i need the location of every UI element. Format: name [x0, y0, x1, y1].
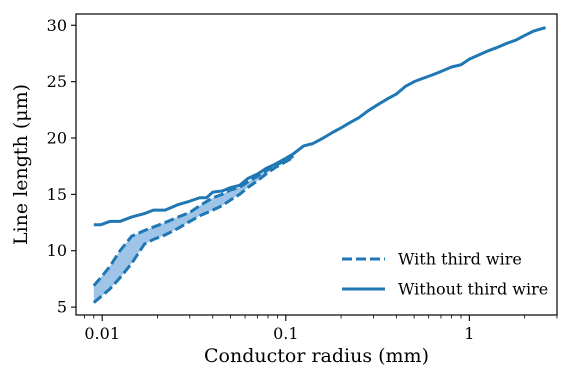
y-axis-label: Line length (μm) [10, 84, 32, 245]
y-tick-label: 25 [47, 72, 67, 91]
y-tick-label: 5 [57, 298, 67, 317]
x-axis-label: Conductor radius (mm) [204, 345, 429, 367]
y-tick-label: 15 [47, 185, 67, 204]
x-tick-label: 1 [464, 324, 474, 343]
with-third-wire-band [93, 156, 294, 303]
legend-label-with-third-wire: With third wire [398, 250, 522, 269]
plot-area [92, 26, 547, 304]
legend-label-without-third-wire: Without third wire [398, 280, 548, 299]
axes-frame [75, 13, 558, 316]
y-tick-label: 20 [47, 129, 67, 148]
x-tick-label: 0.1 [273, 324, 298, 343]
axes: 5 10 15 20 25 30 0.01 0.1 1 Conductor radius (mm)… [10, 13, 558, 367]
y-tick-label: 30 [47, 16, 67, 35]
with-third-wire-lower-line [92, 155, 295, 304]
legend: With third wire Without third wire [342, 250, 548, 299]
without-third-wire-line [93, 26, 547, 227]
with-third-wire-upper-line [92, 154, 295, 287]
x-tick-label: 0.01 [84, 324, 120, 343]
y-tick-label: 10 [47, 241, 67, 260]
